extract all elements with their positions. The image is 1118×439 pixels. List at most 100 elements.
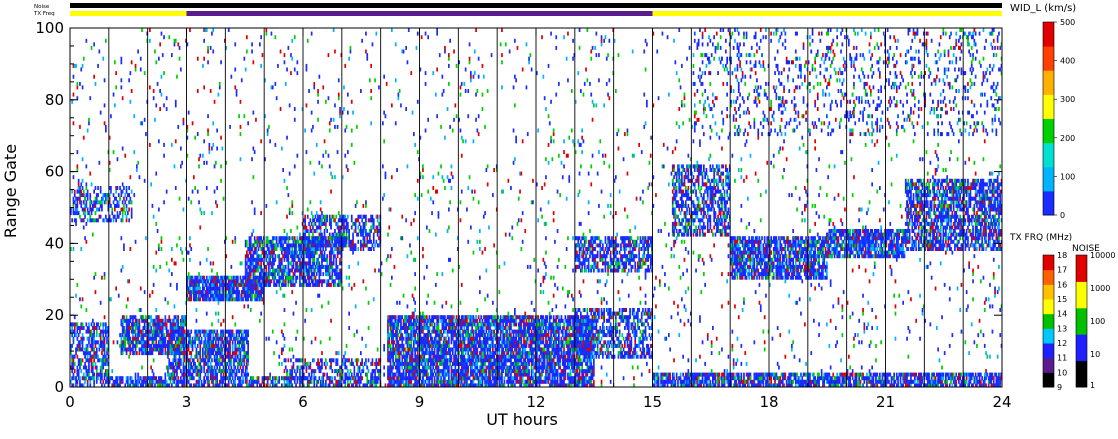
data-cell — [392, 343, 394, 348]
data-cell — [319, 214, 322, 219]
data-cell — [376, 376, 379, 381]
data-cell — [205, 290, 208, 295]
data-cell — [485, 340, 488, 345]
data-cell — [282, 279, 284, 284]
data-cell — [313, 229, 316, 233]
data-cell — [492, 329, 494, 334]
data-cell — [449, 322, 451, 327]
data-cell — [502, 365, 504, 370]
data-cell — [88, 351, 90, 356]
data-cell — [484, 343, 486, 348]
data-cell — [139, 329, 142, 334]
data-cell — [112, 379, 115, 384]
data-cell — [164, 379, 167, 384]
data-cell — [73, 329, 76, 334]
data-cell — [169, 322, 172, 327]
data-cell — [313, 247, 316, 251]
data-cell — [404, 383, 406, 388]
data-cell — [479, 379, 481, 384]
data-cell — [133, 315, 136, 320]
data-cell — [199, 275, 202, 280]
data-cell — [189, 361, 191, 366]
data-cell — [484, 333, 486, 338]
data-cell — [291, 369, 294, 374]
data-cell — [375, 225, 378, 230]
data-cell — [198, 340, 200, 345]
data-cell — [71, 322, 73, 327]
data-cell — [248, 282, 251, 287]
data-cell — [108, 214, 111, 219]
data-cell — [323, 383, 326, 388]
data-cell — [99, 340, 102, 345]
data-cell — [108, 196, 111, 201]
data-cell — [328, 383, 331, 388]
data-cell — [164, 340, 167, 345]
data-cell — [92, 376, 94, 381]
data-cell — [178, 333, 181, 338]
data-cell — [180, 347, 182, 352]
data-cell — [454, 383, 457, 388]
data-cell — [327, 279, 330, 284]
data-cell — [410, 329, 413, 334]
data-cell — [226, 329, 229, 334]
data-cell — [182, 358, 185, 363]
data-cell — [354, 221, 357, 226]
data-cell — [71, 354, 73, 359]
data-cell — [415, 358, 418, 363]
data-cell — [464, 361, 467, 366]
data-cell — [295, 383, 297, 388]
data-cell — [489, 336, 492, 341]
data-cell — [128, 347, 130, 352]
data-cell — [234, 383, 237, 388]
data-cell — [229, 340, 231, 345]
data-cell — [82, 372, 85, 377]
data-cell — [454, 326, 457, 330]
data-cell — [274, 376, 277, 381]
data-cell — [107, 203, 110, 208]
data-cell — [86, 193, 89, 198]
data-cell — [72, 361, 75, 366]
data-cell — [185, 365, 187, 370]
data-cell — [239, 279, 242, 284]
data-cell — [194, 293, 196, 298]
data-cell — [428, 333, 431, 338]
data-cell — [84, 379, 86, 384]
data-cell — [454, 365, 457, 370]
data-cell — [292, 264, 295, 269]
data-cell — [220, 372, 222, 377]
data-cell — [84, 376, 86, 381]
data-cell — [275, 383, 278, 388]
data-cell — [471, 354, 473, 359]
data-cell — [397, 333, 400, 338]
data-cell — [489, 365, 492, 370]
data-cell — [313, 261, 316, 266]
data-cell — [79, 200, 81, 205]
data-cell — [463, 336, 466, 341]
data-cell — [106, 326, 108, 330]
data-cell — [257, 236, 260, 241]
data-cell — [195, 379, 198, 384]
data-cell — [168, 376, 171, 381]
data-cell — [489, 358, 492, 363]
data-cell — [205, 369, 208, 374]
data-cell — [504, 354, 507, 359]
data-cell — [497, 326, 499, 330]
data-cell — [105, 358, 107, 363]
data-cell — [482, 336, 485, 341]
data-cell — [310, 221, 313, 226]
data-cell — [287, 272, 290, 277]
data-cell — [211, 347, 213, 352]
data-cell — [488, 322, 490, 327]
data-cell — [341, 214, 344, 219]
data-cell — [445, 365, 448, 370]
data-cell — [286, 243, 288, 248]
data-cell — [319, 225, 322, 230]
data-cell — [490, 361, 493, 366]
data-cell — [205, 376, 208, 381]
data-cell — [442, 336, 445, 341]
data-cell — [220, 340, 222, 345]
data-cell — [249, 282, 252, 287]
data-cell — [92, 369, 94, 374]
data-cell — [460, 376, 463, 381]
data-cell — [290, 268, 292, 273]
